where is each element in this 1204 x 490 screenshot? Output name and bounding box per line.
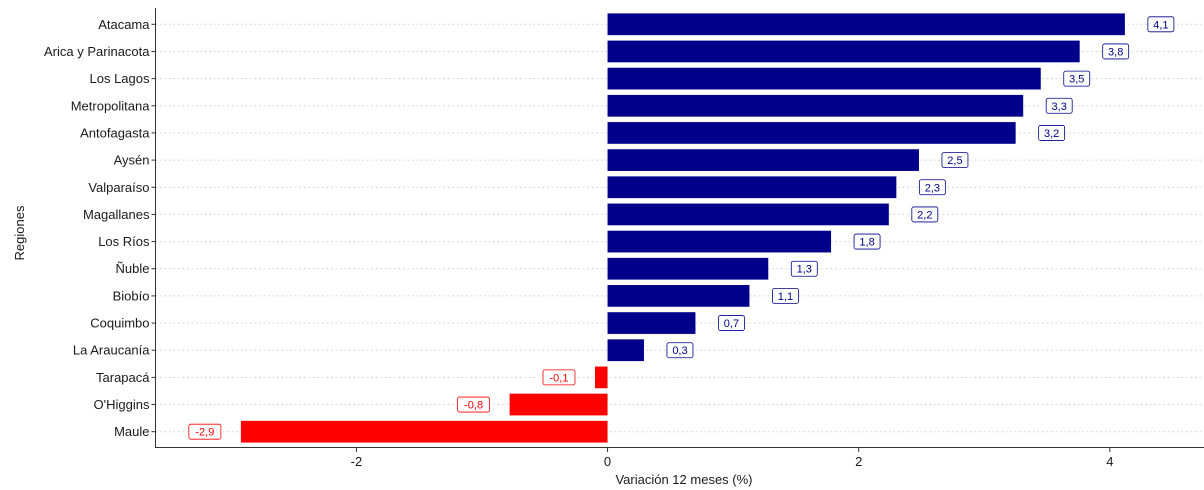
data-label-box xyxy=(1038,125,1066,141)
y-axis: Atacama Arica y Parinacota Los Lagos Metrop… xyxy=(44,17,156,439)
y-tick-label: Arica y Parinacota xyxy=(44,44,150,59)
x-tick-label: 2 xyxy=(855,454,862,469)
data-label-text: -0,1 xyxy=(550,372,569,384)
data-label-box xyxy=(666,342,694,359)
bar xyxy=(607,312,696,334)
data-label-box xyxy=(790,260,818,277)
data-label: 1,1 xyxy=(772,288,799,304)
y-tick-label: Biobío xyxy=(113,288,150,303)
data-label-text: -2,9 xyxy=(195,427,214,439)
data-label-box xyxy=(853,233,881,250)
data-label-text: 2,2 xyxy=(917,209,932,221)
data-label-box xyxy=(772,288,799,304)
data-label: 2,3 xyxy=(918,179,946,196)
data-label-text: 0,3 xyxy=(672,345,687,357)
y-tick-label: Ñuble xyxy=(116,261,150,276)
bar xyxy=(240,420,608,443)
x-axis-title: Variación 12 meses (%) xyxy=(615,472,752,487)
bar xyxy=(607,149,919,171)
bar xyxy=(607,339,644,362)
bar xyxy=(607,230,832,253)
data-label-box xyxy=(1063,70,1091,87)
data-label: 1,8 xyxy=(853,233,881,250)
data-label-box xyxy=(911,206,939,223)
data-label: 3,8 xyxy=(1102,43,1130,60)
bar xyxy=(607,13,1125,36)
data-label-text: 3,3 xyxy=(1052,101,1067,113)
y-tick-label: Los Lagos xyxy=(90,71,150,86)
data-label: -0,8 xyxy=(457,396,491,413)
data-label: -0,1 xyxy=(542,369,576,386)
data-label-text: 1,8 xyxy=(859,237,874,249)
data-label-text: 1,1 xyxy=(778,291,793,303)
bar xyxy=(607,94,1024,117)
bar xyxy=(607,203,889,226)
data-label-box xyxy=(542,369,576,386)
y-tick-label: Coquimbo xyxy=(90,316,149,331)
x-axis: -2 0 2 4 xyxy=(351,448,1113,469)
data-label-text: 3,5 xyxy=(1069,74,1084,86)
data-label-text: -0,8 xyxy=(464,400,483,412)
data-label: 1,3 xyxy=(790,260,818,277)
data-label-text: 3,2 xyxy=(1044,128,1059,140)
bar xyxy=(607,257,769,280)
bar xyxy=(607,176,897,199)
data-label: 3,2 xyxy=(1038,125,1066,141)
bars xyxy=(240,13,1125,443)
y-axis-title: Regiones xyxy=(12,205,27,260)
bar xyxy=(607,122,1016,144)
data-label-box xyxy=(941,152,969,168)
data-label-text: 3,8 xyxy=(1108,46,1123,58)
data-label-box xyxy=(188,423,222,440)
data-label-text: 2,5 xyxy=(947,155,962,167)
data-label-text: 2,3 xyxy=(925,182,940,194)
data-label: 3,3 xyxy=(1045,97,1073,114)
y-tick-label: Maule xyxy=(114,424,149,439)
y-tick-label: Magallanes xyxy=(83,207,150,222)
y-tick-label: Valparaíso xyxy=(88,180,149,195)
x-tick-label: 0 xyxy=(604,454,611,469)
data-labels: 4,1 3,8 3,5 3,3 3,2 2,5 2,3 2,2 1,8 1,3 1,1 0,7 0,3 -… xyxy=(188,16,1175,440)
data-label: 0,7 xyxy=(718,315,745,331)
x-tick-label: 4 xyxy=(1106,454,1113,469)
bar xyxy=(594,366,608,389)
y-tick-label: Atacama xyxy=(98,17,150,32)
data-label-text: 1,3 xyxy=(797,264,812,276)
data-label-box xyxy=(1147,16,1175,33)
y-tick-label: O'Higgins xyxy=(94,397,150,412)
data-label: 0,3 xyxy=(666,342,694,359)
y-tick-label: Los Ríos xyxy=(98,234,150,249)
y-tick-label: Tarapacá xyxy=(96,370,150,385)
bar xyxy=(607,285,750,307)
bar xyxy=(509,393,608,416)
y-tick-label: La Araucanía xyxy=(73,343,150,358)
data-label-box xyxy=(1045,97,1073,114)
bar xyxy=(607,40,1080,63)
data-label-text: 0,7 xyxy=(724,318,739,330)
data-label-text: 4,1 xyxy=(1153,19,1168,31)
y-tick-label: Metropolitana xyxy=(71,98,151,113)
data-label: 2,2 xyxy=(911,206,939,223)
data-label: 4,1 xyxy=(1147,16,1175,33)
y-tick-label: Antofagasta xyxy=(80,125,150,140)
data-label: 3,5 xyxy=(1063,70,1091,87)
x-tick-label: -2 xyxy=(351,454,363,469)
data-label: 2,5 xyxy=(941,152,969,168)
y-tick-label: Aysén xyxy=(114,153,150,168)
data-label-box xyxy=(1102,43,1130,60)
data-label-box xyxy=(457,396,491,413)
bar xyxy=(607,67,1041,90)
data-label-box xyxy=(718,315,745,331)
data-label-box xyxy=(918,179,946,196)
data-label: -2,9 xyxy=(188,423,222,440)
